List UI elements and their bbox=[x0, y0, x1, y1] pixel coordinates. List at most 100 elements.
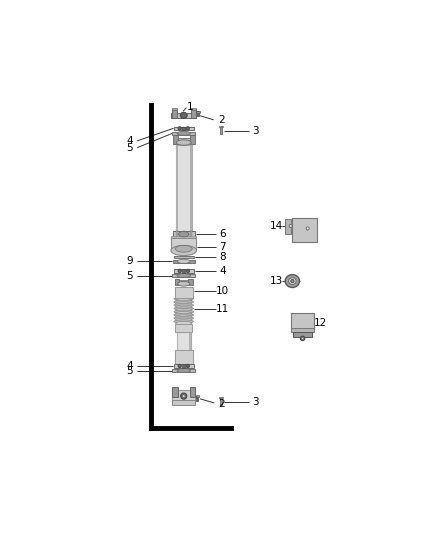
Bar bbox=[172, 109, 177, 118]
Text: 14: 14 bbox=[269, 221, 283, 231]
Bar bbox=[171, 236, 197, 238]
Text: 6: 6 bbox=[219, 229, 226, 239]
Ellipse shape bbox=[174, 307, 194, 310]
Ellipse shape bbox=[176, 312, 192, 315]
Bar bbox=[190, 146, 191, 235]
Ellipse shape bbox=[176, 302, 192, 305]
Ellipse shape bbox=[174, 300, 194, 304]
Bar bbox=[172, 132, 195, 135]
Ellipse shape bbox=[176, 298, 192, 302]
Ellipse shape bbox=[177, 369, 191, 373]
Bar bbox=[175, 324, 192, 332]
Bar bbox=[196, 395, 199, 397]
Bar bbox=[291, 313, 314, 330]
Bar bbox=[173, 364, 194, 368]
Ellipse shape bbox=[177, 260, 190, 263]
Text: 9: 9 bbox=[126, 256, 133, 266]
Ellipse shape bbox=[174, 297, 194, 301]
Bar bbox=[182, 269, 185, 272]
Ellipse shape bbox=[181, 393, 187, 399]
Ellipse shape bbox=[186, 269, 190, 272]
Ellipse shape bbox=[174, 310, 194, 313]
Ellipse shape bbox=[301, 337, 304, 340]
Ellipse shape bbox=[285, 274, 300, 287]
Ellipse shape bbox=[291, 279, 294, 282]
Ellipse shape bbox=[174, 313, 194, 317]
Bar bbox=[171, 237, 197, 251]
Text: 2: 2 bbox=[218, 399, 224, 409]
Bar bbox=[172, 390, 195, 404]
Ellipse shape bbox=[289, 224, 292, 228]
Bar bbox=[173, 135, 178, 143]
Bar bbox=[176, 231, 178, 237]
Ellipse shape bbox=[186, 127, 190, 130]
Ellipse shape bbox=[179, 231, 189, 237]
Bar bbox=[172, 108, 177, 110]
Text: 5: 5 bbox=[126, 143, 133, 152]
Ellipse shape bbox=[177, 273, 191, 278]
Ellipse shape bbox=[176, 318, 192, 321]
Bar bbox=[285, 219, 291, 235]
Bar bbox=[176, 146, 178, 235]
Bar bbox=[172, 369, 195, 372]
Bar bbox=[188, 279, 193, 285]
Ellipse shape bbox=[178, 364, 181, 368]
Text: 3: 3 bbox=[252, 397, 258, 407]
Bar bbox=[172, 387, 178, 397]
Ellipse shape bbox=[300, 336, 305, 341]
Bar bbox=[175, 350, 193, 365]
Bar bbox=[176, 146, 191, 235]
Bar bbox=[174, 256, 194, 259]
Ellipse shape bbox=[174, 317, 194, 320]
Bar bbox=[172, 274, 195, 277]
Text: 2: 2 bbox=[218, 115, 224, 125]
Ellipse shape bbox=[176, 321, 192, 325]
Text: 4: 4 bbox=[126, 361, 133, 371]
Bar bbox=[182, 364, 185, 368]
Ellipse shape bbox=[178, 127, 181, 130]
Ellipse shape bbox=[182, 395, 185, 398]
Bar bbox=[190, 135, 195, 143]
Bar bbox=[173, 269, 194, 272]
Bar bbox=[219, 126, 223, 127]
Text: 10: 10 bbox=[216, 286, 230, 296]
Text: 3: 3 bbox=[252, 126, 258, 136]
Ellipse shape bbox=[178, 269, 181, 272]
Bar bbox=[183, 231, 185, 237]
Bar bbox=[174, 138, 193, 142]
Bar bbox=[220, 398, 222, 405]
Bar bbox=[191, 109, 196, 118]
Text: 1: 1 bbox=[187, 102, 193, 111]
Ellipse shape bbox=[289, 278, 296, 285]
Text: 11: 11 bbox=[216, 304, 230, 314]
Bar bbox=[177, 332, 191, 364]
Ellipse shape bbox=[306, 227, 309, 230]
Bar bbox=[177, 332, 178, 364]
Text: 4: 4 bbox=[126, 136, 133, 146]
Text: 4: 4 bbox=[219, 266, 226, 276]
Ellipse shape bbox=[176, 315, 192, 318]
Bar bbox=[197, 111, 199, 116]
Bar bbox=[189, 332, 191, 364]
Text: 13: 13 bbox=[269, 276, 283, 286]
Text: 5: 5 bbox=[126, 366, 133, 376]
Text: 5: 5 bbox=[126, 271, 133, 280]
Bar bbox=[291, 328, 314, 332]
Bar bbox=[292, 218, 317, 242]
Ellipse shape bbox=[176, 305, 192, 309]
Bar bbox=[190, 387, 195, 397]
Bar bbox=[219, 397, 223, 398]
Bar bbox=[173, 260, 194, 263]
Bar bbox=[171, 113, 197, 118]
Ellipse shape bbox=[180, 112, 187, 118]
Bar bbox=[175, 287, 193, 298]
Bar bbox=[172, 400, 195, 405]
Ellipse shape bbox=[177, 131, 191, 135]
Bar bbox=[175, 280, 192, 284]
Bar bbox=[173, 127, 194, 130]
Ellipse shape bbox=[186, 364, 190, 368]
Bar bbox=[293, 332, 312, 337]
Bar bbox=[196, 111, 200, 112]
Ellipse shape bbox=[178, 281, 190, 286]
Text: 8: 8 bbox=[219, 252, 226, 262]
